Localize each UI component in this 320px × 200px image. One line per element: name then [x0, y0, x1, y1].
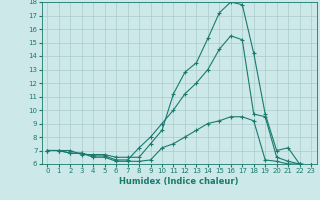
X-axis label: Humidex (Indice chaleur): Humidex (Indice chaleur) — [119, 177, 239, 186]
